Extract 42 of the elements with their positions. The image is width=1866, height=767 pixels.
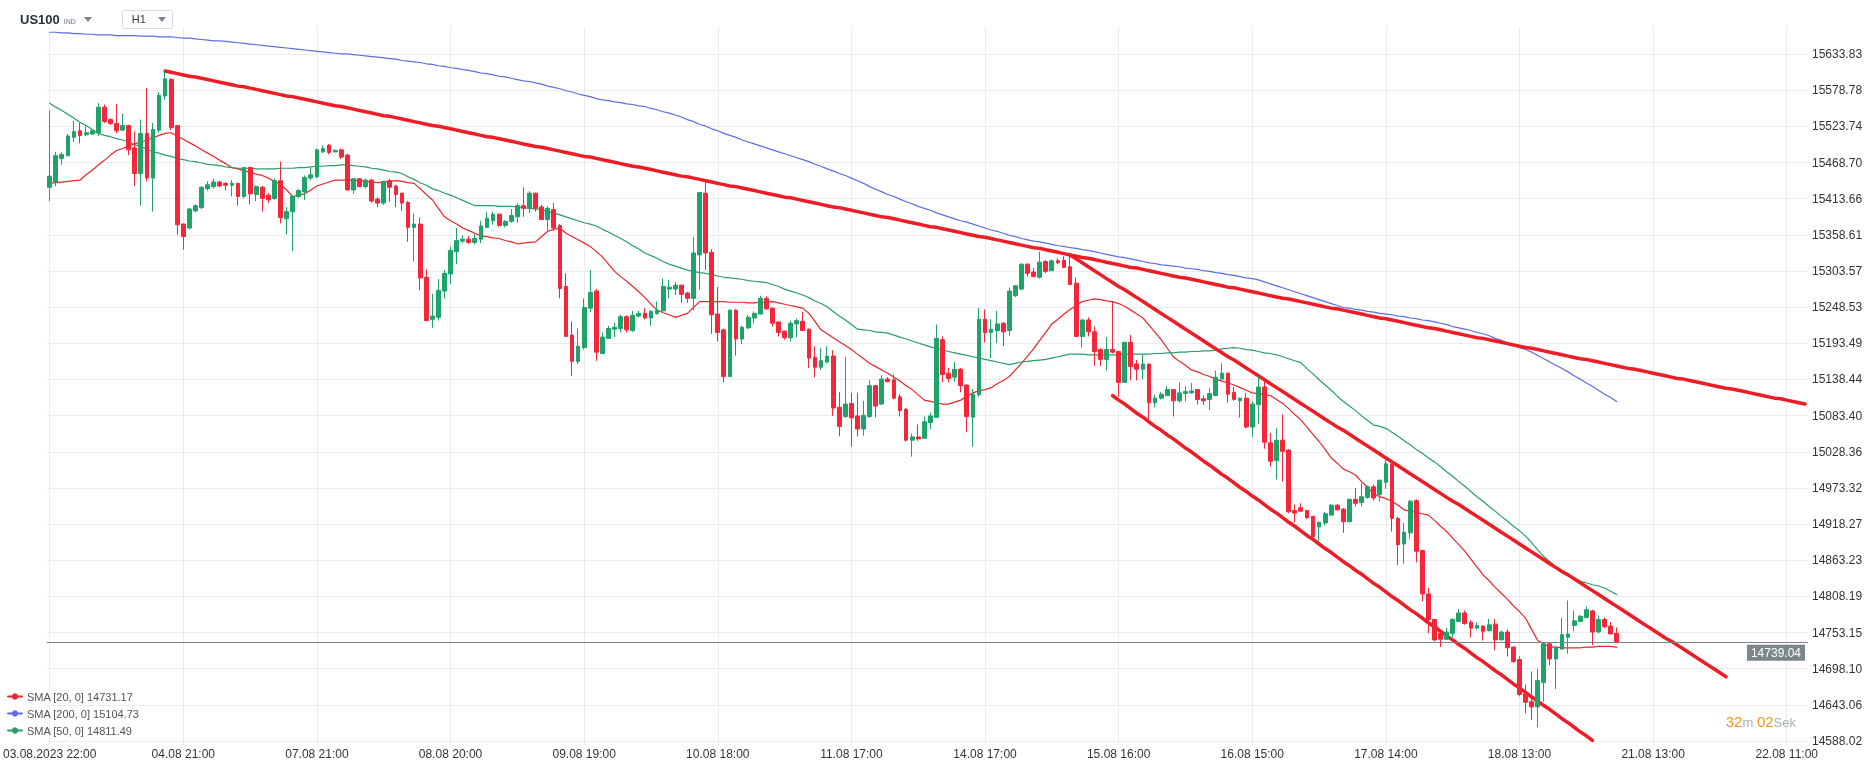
y-tick-label: 14808.19 xyxy=(1812,589,1863,604)
legend-label: SMA [50, 0] 14811.49 xyxy=(27,724,132,737)
annotation: 32m 02Sek xyxy=(1725,713,1796,730)
chart-subtitle: H1 xyxy=(131,13,146,25)
y-tick-label: 15358.61 xyxy=(1812,227,1863,242)
y-tick-label: 15138.44 xyxy=(1812,372,1863,387)
y-tick-label: 15248.53 xyxy=(1812,300,1863,315)
x-tick-label: 08.08 20:00 xyxy=(418,747,483,761)
y-tick-label: 14973.32 xyxy=(1812,480,1863,495)
y-tick-label: 15193.49 xyxy=(1812,336,1863,351)
legend-label: SMA [200, 0] 15104.73 xyxy=(27,707,139,720)
x-tick-label: 10.08 18:00 xyxy=(686,747,750,761)
select-box: H1 xyxy=(121,9,173,29)
legend-label: SMA [20, 0] 14731.17 xyxy=(27,690,133,703)
y-tick-label: 14643.06 xyxy=(1812,697,1863,712)
y-tick-label: 14753.15 xyxy=(1812,625,1863,640)
x-tick-label: 17.08 14:00 xyxy=(1354,747,1418,761)
x-tick-label: 04.08 21:00 xyxy=(151,747,216,761)
x-tick-label: 16.08 15:00 xyxy=(1220,747,1285,761)
ref-line-label: 14739.04 xyxy=(1750,645,1802,660)
y-tick-label: 15578.78 xyxy=(1812,83,1863,98)
y-tick-label: 15523.74 xyxy=(1812,119,1863,134)
y-tick-label: 14918.27 xyxy=(1812,517,1863,532)
x-tick-label: 22.08 11:00 xyxy=(1755,747,1819,761)
x-tick-label: 14.08 17:00 xyxy=(953,747,1018,761)
y-tick-label: 15468.70 xyxy=(1812,155,1863,170)
y-tick-label: 15028.36 xyxy=(1812,444,1863,459)
y-tick-label: 15083.40 xyxy=(1812,408,1863,423)
y-tick-label: 14863.23 xyxy=(1812,553,1863,568)
y-tick-label: 15413.66 xyxy=(1812,191,1863,206)
x-tick-label: 15.08 16:00 xyxy=(1086,747,1151,761)
y-tick-label: 14698.10 xyxy=(1812,661,1863,676)
y-tick-label: 14588.02 xyxy=(1812,734,1863,749)
x-tick-label: 21.08 13:00 xyxy=(1621,747,1686,761)
x-tick-label: 03.08.2023 22:00 xyxy=(3,747,97,761)
chart-title: US100 xyxy=(20,11,60,27)
y-tick-label: 15303.57 xyxy=(1812,264,1863,278)
x-tick-label: 18.08 13:00 xyxy=(1487,747,1552,761)
y-tick-label: 15633.83 xyxy=(1812,47,1863,62)
x-tick-label: 09.08 19:00 xyxy=(552,747,617,761)
x-tick-label: 11.08 17:00 xyxy=(820,747,883,761)
x-tick-label: 07.08 21:00 xyxy=(285,747,349,761)
